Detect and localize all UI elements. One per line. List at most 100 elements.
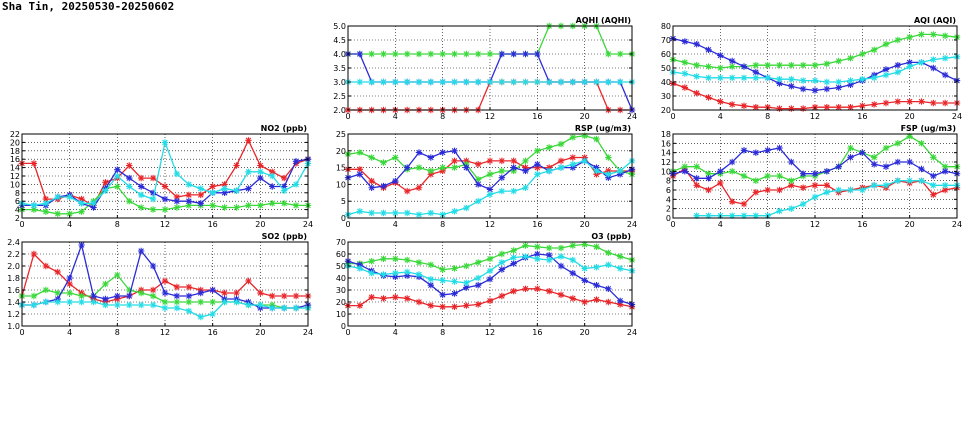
data-point (368, 78, 375, 86)
data-point (356, 261, 364, 268)
data-point (593, 164, 600, 171)
x-tick-label: 8 (765, 220, 770, 229)
data-point (463, 279, 470, 286)
data-point (510, 167, 517, 175)
data-point (66, 280, 73, 288)
data-point (569, 256, 577, 264)
data-point (197, 200, 204, 207)
data-point (368, 270, 375, 277)
y-tick-label: 20 (336, 298, 346, 307)
x-tick-label: 0 (345, 328, 350, 337)
x-tick-label: 20 (905, 112, 915, 121)
data-point (439, 149, 446, 156)
data-point (605, 285, 612, 292)
chart-aqi: 20 30 40 50 60 70 80 0 4 8 12 16 20 24 AQI (AQI) (661, 16, 962, 121)
data-point (705, 175, 712, 182)
data-point (126, 174, 133, 182)
x-tick-label: 8 (440, 220, 445, 229)
data-point (114, 271, 121, 279)
data-point (498, 174, 506, 181)
y-tick-label: 0 (341, 214, 346, 223)
x-tick-label: 20 (580, 220, 590, 229)
data-point (616, 78, 624, 86)
data-point (581, 78, 588, 86)
data-point (403, 268, 411, 276)
data-point (717, 168, 724, 175)
data-point (522, 184, 529, 191)
y-tick-label: 20 (336, 147, 346, 156)
data-point (474, 282, 482, 289)
data-point (368, 258, 375, 265)
data-point (752, 69, 760, 76)
data-point (149, 262, 157, 270)
data-point (102, 187, 109, 194)
data-point (859, 76, 866, 83)
data-point (54, 289, 61, 297)
data-point (498, 157, 506, 165)
data-point (941, 71, 949, 79)
x-tick-label: 8 (115, 328, 120, 337)
data-point (415, 164, 423, 171)
data-point (221, 189, 228, 196)
data-point (173, 304, 181, 312)
data-point (569, 134, 577, 141)
data-point (510, 187, 517, 195)
data-point (681, 163, 689, 170)
data-point (451, 78, 458, 86)
data-point (557, 262, 565, 270)
x-tick-label: 20 (255, 328, 265, 337)
data-point (498, 259, 506, 266)
data-point (380, 50, 387, 58)
data-point (522, 164, 529, 171)
chart-o3: 0 10 20 30 40 50 60 70 0 4 8 12 16 20 24 O3 (ppb) (336, 232, 637, 337)
data-point (534, 147, 541, 154)
data-point (30, 160, 38, 167)
data-point (534, 78, 541, 86)
data-point (137, 191, 145, 199)
data-point (581, 241, 588, 248)
data-point (605, 171, 612, 178)
data-point (185, 283, 193, 291)
y-tick-label: 5.0 (333, 22, 346, 31)
data-point (605, 261, 612, 268)
data-point (439, 291, 446, 298)
data-point (764, 186, 771, 194)
data-point (474, 259, 482, 266)
data-point (882, 71, 890, 79)
data-point (835, 57, 842, 65)
data-point (799, 62, 807, 69)
data-point (245, 301, 252, 309)
data-point (197, 191, 204, 199)
data-point (161, 304, 169, 312)
x-tick-label: 16 (857, 112, 867, 121)
y-tick-label: 2.4 (7, 238, 20, 247)
y-tick-label: 40 (336, 274, 346, 283)
data-point (728, 74, 736, 81)
data-point (510, 254, 517, 261)
data-point (717, 98, 724, 105)
data-point (764, 172, 771, 180)
x-tick-label: 8 (765, 112, 770, 121)
data-point (705, 74, 712, 81)
data-point (463, 161, 470, 168)
data-point (918, 31, 925, 38)
data-point (823, 168, 831, 175)
data-point (918, 59, 925, 66)
data-point (486, 191, 494, 198)
data-point (197, 313, 204, 321)
data-point (799, 170, 807, 177)
x-tick-label: 12 (810, 220, 820, 229)
data-point (486, 50, 494, 58)
data-point (788, 62, 795, 69)
data-point (776, 172, 783, 180)
data-point (941, 163, 949, 170)
data-point (545, 164, 553, 171)
data-point (137, 174, 145, 182)
x-tick-label: 0 (345, 220, 350, 229)
data-point (415, 271, 423, 278)
data-point (66, 289, 73, 297)
data-point (356, 265, 364, 272)
y-tick-label: 1.6 (7, 286, 20, 295)
data-point (245, 202, 252, 209)
data-point (427, 154, 435, 161)
